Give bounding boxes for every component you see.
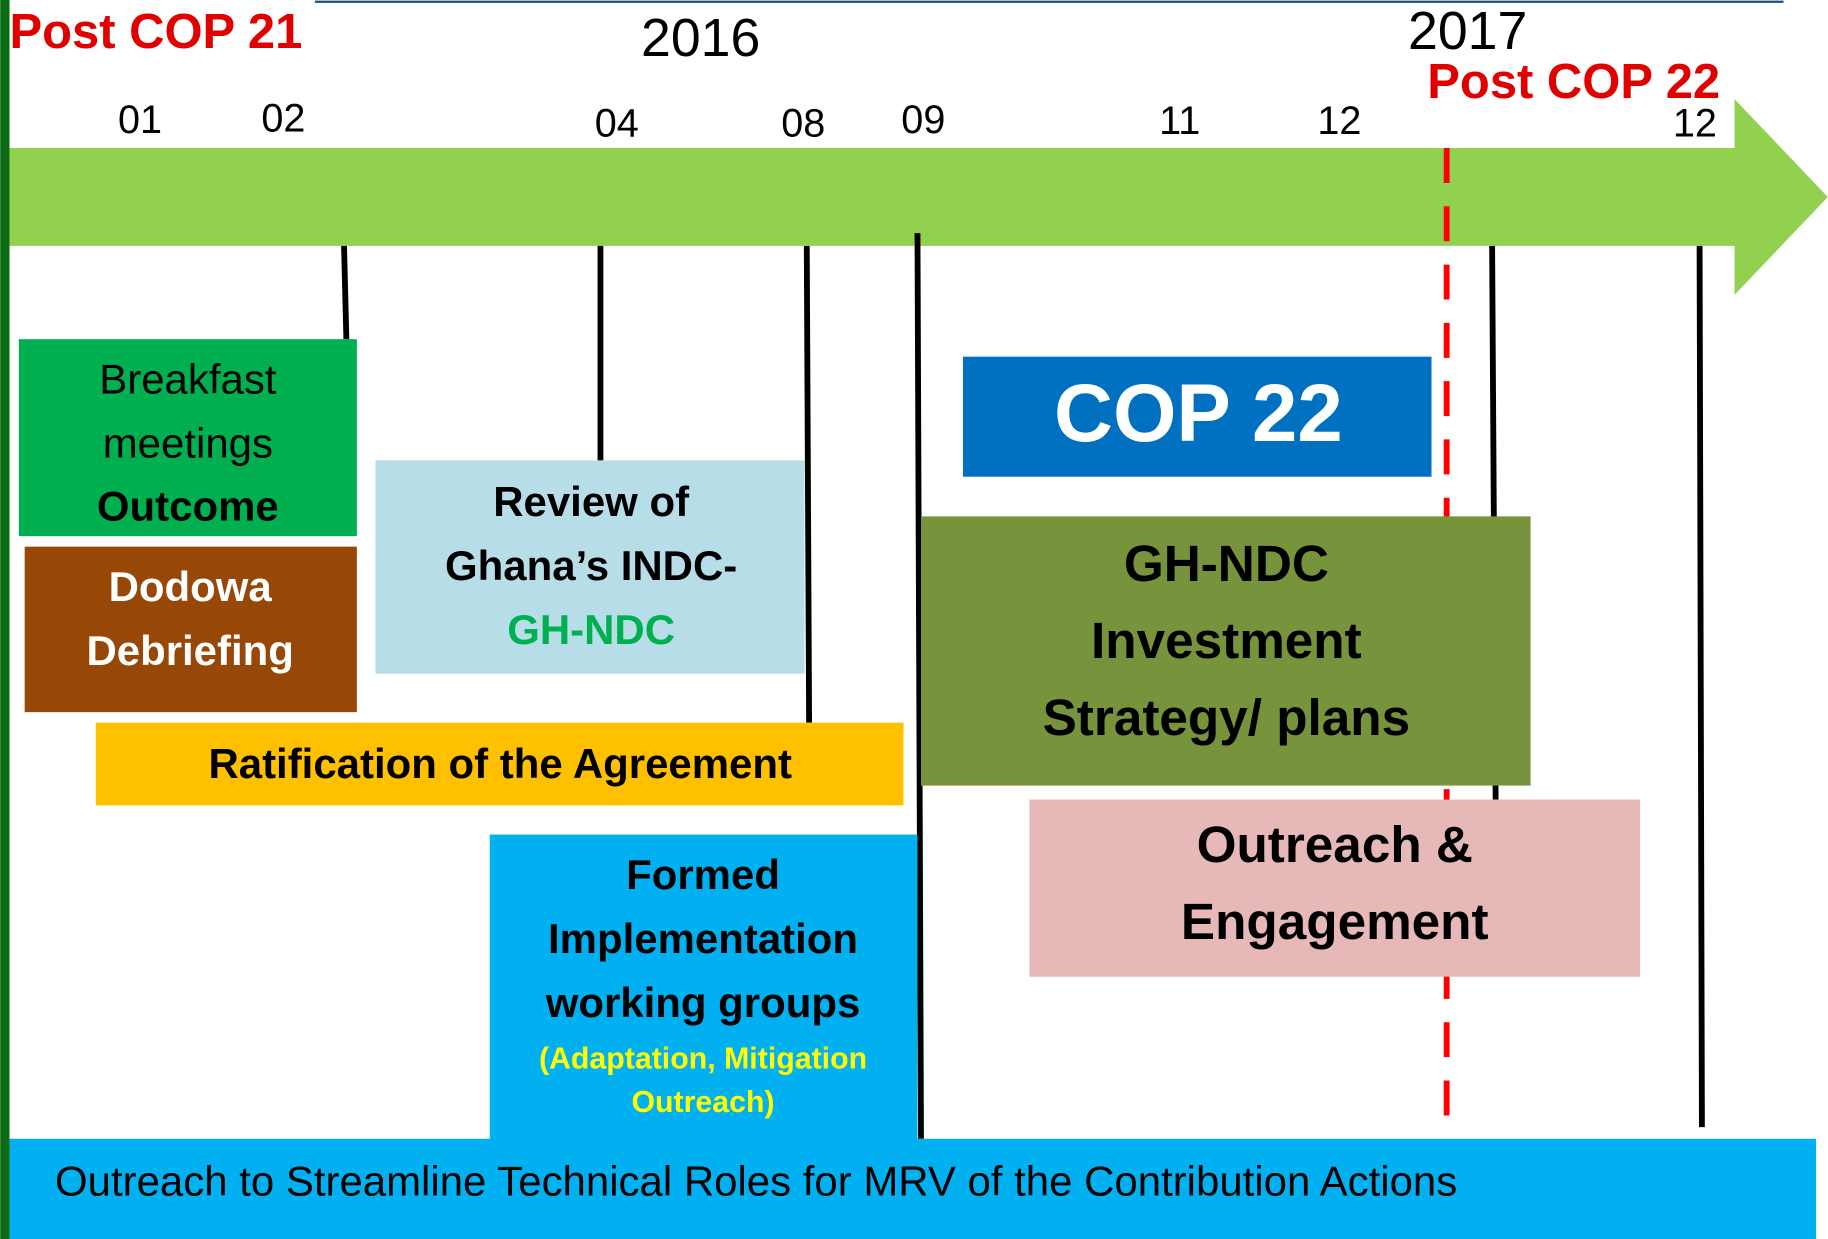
event-text: Implementation [548, 915, 858, 962]
month-label: 02 [261, 97, 305, 141]
event-text: Breakfast [99, 355, 277, 402]
event-box [920, 516, 1531, 786]
event-text: GH-NDC [1124, 535, 1329, 592]
event-text: working groups [545, 979, 861, 1026]
connector [914, 233, 924, 1139]
month-label: 12 [1673, 101, 1717, 145]
event-box [375, 460, 805, 674]
event-text: COP 22 [1054, 368, 1343, 459]
post-cop22: Post COP 22 [1427, 55, 1720, 109]
event-text: Dodowa [109, 563, 273, 610]
event-text: Formed [626, 851, 780, 898]
month-label: 11 [1159, 99, 1200, 143]
event-box [18, 339, 357, 537]
footer-bar [9, 1138, 1817, 1239]
event-box [95, 722, 904, 806]
event-text: Ghana’s INDC- [445, 542, 737, 589]
month-label: 09 [901, 98, 945, 142]
event-text: meetings [103, 419, 273, 466]
event-text: GH-NDC [507, 606, 675, 653]
event-text: Review of [493, 478, 690, 525]
timeline-arrow [9, 99, 1828, 295]
event-text: Ratification of the Agreement [208, 740, 792, 787]
month-label: 12 [1317, 99, 1361, 143]
event-text: Outcome [97, 482, 279, 529]
footer-text: Outreach to Streamline Technical Roles f… [55, 1157, 1457, 1204]
connector [1696, 245, 1705, 1128]
month-label: 04 [595, 101, 639, 145]
event-text: Engagement [1181, 893, 1489, 950]
event-text: (Adaptation, Mitigation [539, 1043, 867, 1076]
year-label: 2017 [1408, 1, 1527, 61]
post-cop21: Post COP 21 [10, 5, 303, 59]
event-text: Investment [1091, 612, 1362, 669]
connector [803, 245, 813, 723]
event-text: Debriefing [86, 627, 293, 674]
year-label: 2016 [641, 8, 760, 68]
event-box [24, 546, 357, 713]
left-strip [0, 0, 10, 1239]
event-text: Strategy/ plans [1043, 689, 1411, 746]
month-label: 08 [781, 101, 825, 145]
event-text: Outreach) [631, 1086, 774, 1119]
event-box [489, 834, 918, 1140]
event-text: Outreach & [1197, 816, 1473, 873]
month-label: 01 [118, 98, 162, 142]
event-box [1029, 799, 1641, 977]
event-box [962, 356, 1432, 477]
connector [341, 245, 350, 340]
